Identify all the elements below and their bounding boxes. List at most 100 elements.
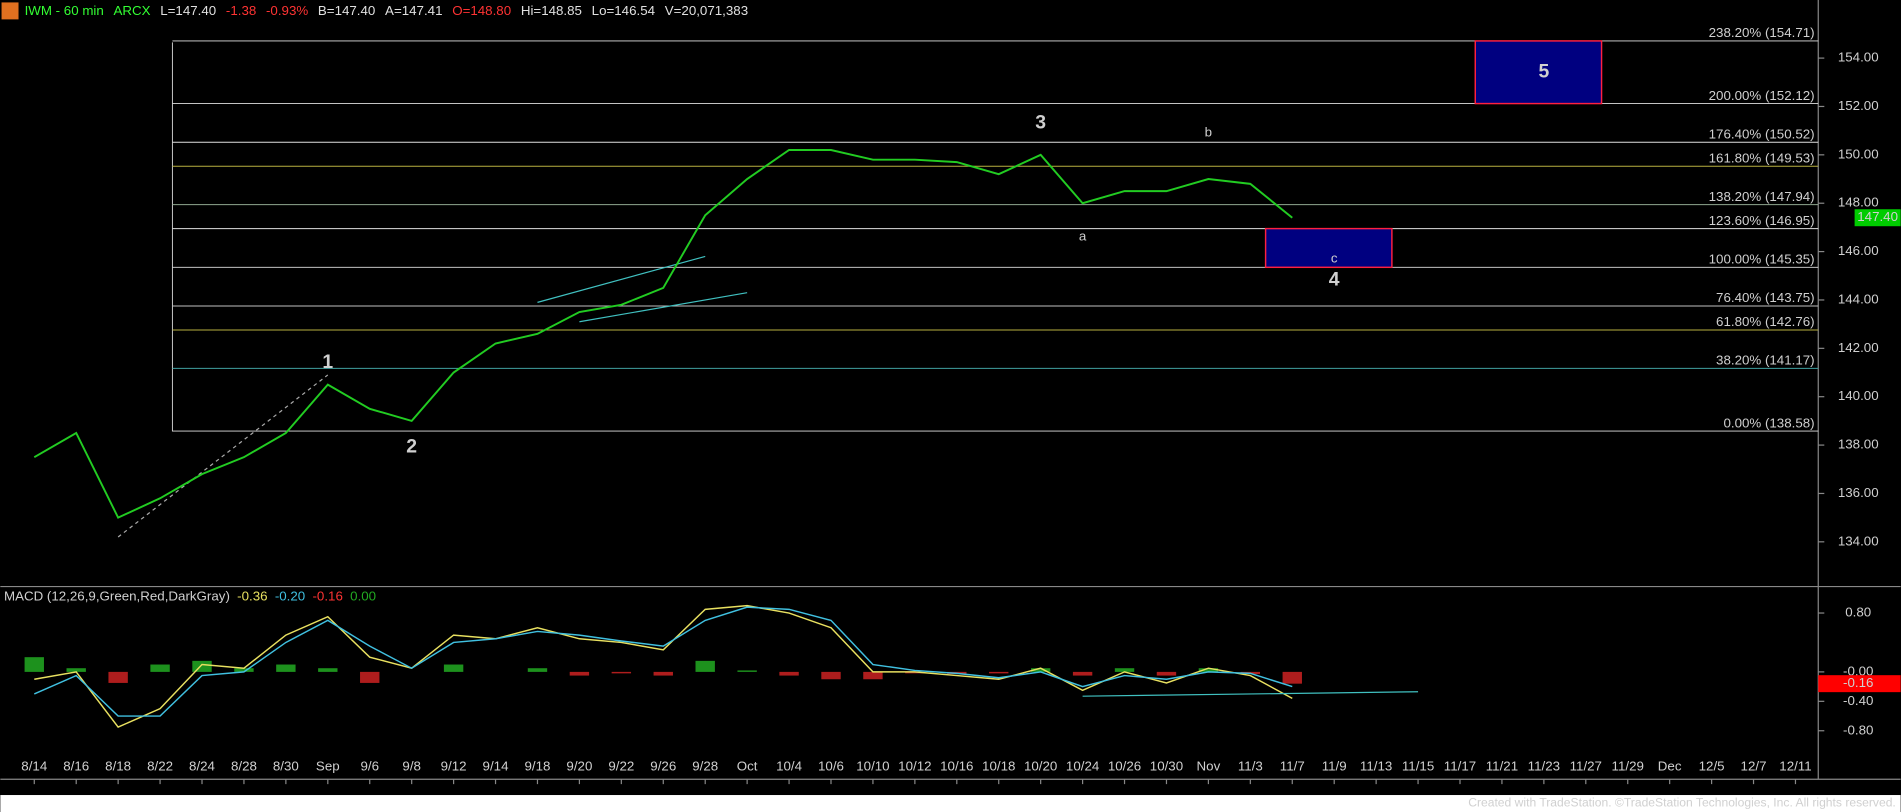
macd-y-tick-label: 0.80	[1845, 605, 1871, 620]
x-tick-label: 9/26	[650, 759, 676, 774]
x-tick-label: 10/26	[1108, 759, 1141, 774]
fib-label: 0.00% (138.58)	[1723, 415, 1814, 430]
price-line	[33, 149, 1293, 519]
header-item: B=147.40	[318, 2, 375, 17]
x-tick-label: 10/10	[856, 759, 889, 774]
macd-histogram-bar	[1282, 671, 1302, 684]
y-tick-label: 142.00	[1838, 340, 1879, 355]
y-tick-label: 140.00	[1838, 388, 1879, 403]
header-item: L=147.40	[160, 2, 216, 17]
x-tick-label: 9/12	[441, 759, 467, 774]
x-tick-label: Oct	[737, 759, 758, 774]
y-tick-label: 148.00	[1838, 195, 1879, 210]
x-tick-label: Sep	[316, 759, 340, 774]
wave-zone	[1474, 40, 1603, 105]
macd-line	[34, 604, 1293, 728]
header-item: IWM - 60 min	[25, 2, 104, 17]
macd-histogram-bar	[276, 664, 296, 672]
y-tick-label: 146.00	[1838, 243, 1879, 258]
wave-label: 4	[1329, 269, 1340, 291]
x-tick-label: 8/28	[231, 759, 257, 774]
macd-histogram-bar	[653, 671, 673, 676]
x-tick-label: 11/27	[1570, 759, 1602, 774]
last-price-label: 147.40	[1857, 209, 1898, 224]
x-tick-label: 8/22	[147, 759, 173, 774]
x-tick-label: 10/24	[1066, 759, 1100, 774]
fib-label: 123.60% (146.95)	[1709, 213, 1815, 228]
macd-histogram-bar	[234, 668, 254, 672]
macd-histogram-bar	[66, 668, 86, 672]
header-item: Hi=148.85	[521, 2, 582, 17]
wave-label: b	[1205, 125, 1212, 140]
chart-icon	[1, 2, 19, 20]
macd-last-box	[1818, 675, 1901, 693]
macd-histogram-bar	[360, 671, 380, 683]
macd-readout: 0.00	[350, 588, 376, 603]
wave-label: c	[1331, 250, 1338, 265]
header-item: -0.93%	[266, 2, 308, 17]
fib-label: 76.40% (143.75)	[1716, 290, 1815, 305]
fib-label: 38.20% (141.17)	[1716, 353, 1815, 368]
x-tick-label: 10/16	[940, 759, 973, 774]
x-tick-label: 9/28	[692, 759, 718, 774]
macd-title: MACD (12,26,9,Green,Red,DarkGray)	[4, 588, 230, 603]
macd-histogram-bar	[527, 668, 548, 672]
macd-histogram-bar	[1072, 671, 1093, 676]
macd-histogram-bar	[1114, 668, 1135, 672]
header-item: -1.38	[226, 2, 256, 17]
header-item: A=147.41	[385, 2, 442, 17]
last-price-box	[1854, 209, 1901, 227]
wave-label: 5	[1538, 61, 1549, 83]
macd-y-tick-label: -0.40	[1843, 693, 1873, 708]
x-tick-label: 11/15	[1402, 759, 1434, 774]
x-tick-label: 12/7	[1741, 759, 1767, 774]
y-tick-label: 152.00	[1838, 98, 1879, 113]
x-tick-label: 10/4	[776, 759, 803, 774]
header: IWM - 60 min ARCX L=147.40 -1.38 -0.93% B=147…	[25, 2, 749, 17]
x-tick-label: 8/24	[189, 759, 216, 774]
x-tick-label: 12/5	[1699, 759, 1725, 774]
x-tick-label: 9/18	[524, 759, 550, 774]
macd-histogram-bar	[108, 671, 128, 683]
macd-histogram-bar	[989, 671, 1009, 674]
trendline	[117, 374, 329, 538]
x-tick-label: 9/22	[608, 759, 634, 774]
x-tick-label: 11/21	[1486, 759, 1518, 774]
macd-readout: -0.16	[312, 588, 342, 603]
x-tick-label: 11/3	[1238, 759, 1263, 774]
macd-histogram-bar	[150, 664, 170, 672]
macd-histogram-bar	[443, 664, 464, 672]
y-tick-label: 154.00	[1838, 50, 1879, 65]
macd-histogram-bar	[905, 671, 925, 674]
x-tick-label: 8/16	[63, 759, 89, 774]
y-tick-label: 150.00	[1838, 146, 1879, 161]
x-tick-label: 11/23	[1528, 759, 1560, 774]
macd-histogram-bar	[779, 671, 799, 676]
x-tick-label: Nov	[1197, 759, 1221, 774]
x-tick-label: 8/30	[273, 759, 299, 774]
macd-histogram-bar	[611, 671, 632, 674]
y-tick-label: 138.00	[1838, 437, 1879, 452]
macd-trendline	[1082, 691, 1419, 697]
header-item: V=20,071,383	[665, 2, 748, 17]
wave-label: 3	[1035, 112, 1046, 134]
x-tick-label: 11/17	[1444, 759, 1476, 774]
macd-histogram-bar	[318, 668, 338, 672]
macd-readout: -0.36	[237, 588, 267, 603]
fib-label: 161.80% (149.53)	[1709, 150, 1815, 165]
x-tick-label: Dec	[1658, 759, 1682, 774]
fib-label: 200.00% (152.12)	[1709, 88, 1815, 103]
x-tick-label: 9/8	[402, 759, 421, 774]
fib-label: 176.40% (150.52)	[1709, 127, 1815, 142]
macd-last-label: -0.16	[1843, 675, 1873, 690]
header-item: ARCX	[114, 2, 151, 17]
fib-label: 138.20% (147.94)	[1709, 189, 1815, 204]
macd-histogram-bar	[863, 671, 883, 680]
footer-band	[0, 795, 1901, 812]
header-item: O=148.80	[452, 2, 511, 17]
macd-y-tick-label: -0.00	[1843, 663, 1873, 678]
wave-label: 1	[322, 351, 333, 373]
y-tick-label: 144.00	[1838, 291, 1879, 306]
